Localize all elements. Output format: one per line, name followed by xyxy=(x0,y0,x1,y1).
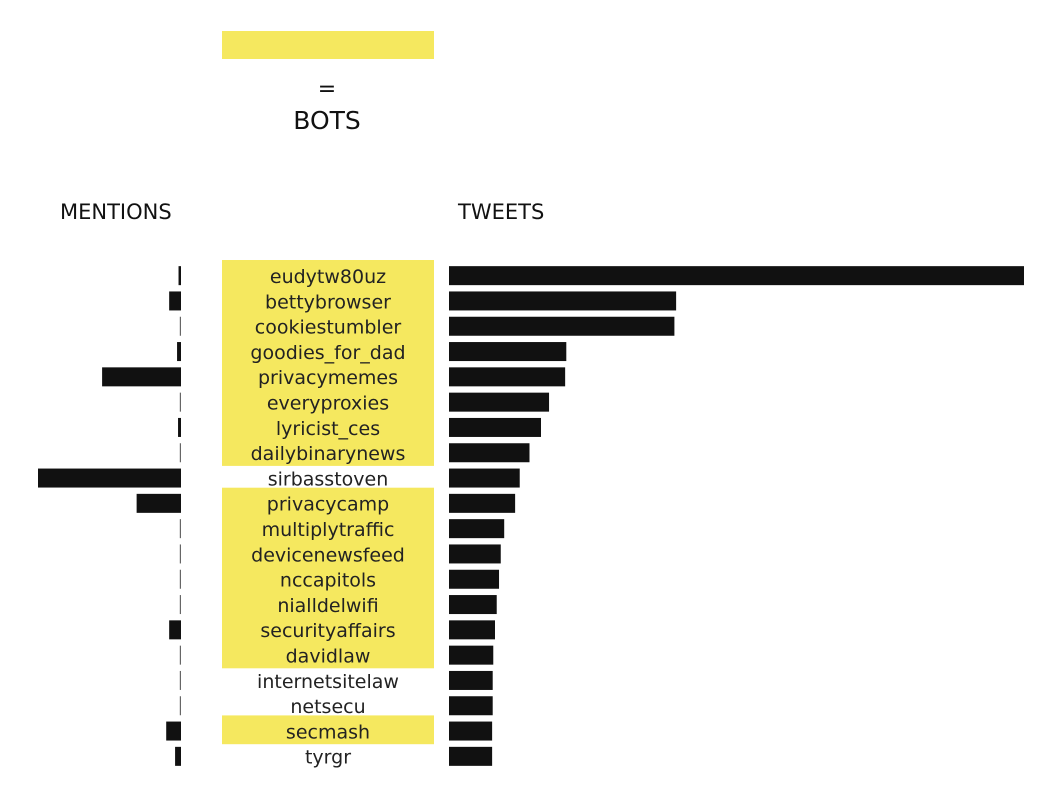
account-name-label: securityaffairs xyxy=(260,620,395,642)
account-name-label: privacycamp xyxy=(267,494,389,516)
mentions-bar xyxy=(169,620,181,640)
account-name-label: multiplytraffic xyxy=(262,519,395,541)
account-name-label: secmash xyxy=(286,721,370,743)
tweets-bar xyxy=(449,367,566,387)
tweets-bar xyxy=(449,595,497,615)
tweets-bar xyxy=(449,620,495,640)
mentions-bar xyxy=(179,544,181,564)
tweets-bar xyxy=(449,392,550,412)
tweets-bar xyxy=(449,342,567,362)
account-name-label: nialldelwifi xyxy=(277,595,378,617)
tweets-bar xyxy=(449,746,493,766)
account-name-label: eudytw80uz xyxy=(270,266,386,288)
mentions-bar xyxy=(179,670,181,690)
tweets-bar xyxy=(449,291,677,311)
tweets-bar xyxy=(449,443,530,463)
legend-bot-swatch xyxy=(222,31,434,59)
mentions-bar xyxy=(178,417,181,437)
mentions-bar xyxy=(169,291,181,311)
legend: = BOTS xyxy=(222,31,434,135)
bot-highlight-block xyxy=(222,260,434,466)
account-name-label: cookiestumbler xyxy=(255,317,402,339)
account-name-label: tyrgr xyxy=(305,747,351,769)
tweets-bar xyxy=(449,493,516,513)
account-name-label: everyproxies xyxy=(267,393,389,415)
mentions-bars xyxy=(38,266,181,766)
account-name-label: bettybrowser xyxy=(265,291,391,313)
tweets-bar xyxy=(449,696,493,716)
tweets-bar xyxy=(449,266,1024,286)
account-name-label: netsecu xyxy=(290,696,365,718)
mentions-bar xyxy=(102,367,181,387)
mentions-header: MENTIONS xyxy=(60,200,172,224)
mentions-bar xyxy=(179,645,181,665)
mentions-bar xyxy=(179,316,181,336)
account-name-label: dailybinarynews xyxy=(251,443,406,465)
legend-label: BOTS xyxy=(293,106,361,135)
bot-highlights xyxy=(222,260,434,745)
bot-highlight-block xyxy=(222,487,434,669)
account-name-label: davidlaw xyxy=(286,646,371,668)
tweets-bar xyxy=(449,468,520,488)
tweets-bar xyxy=(449,645,494,665)
account-name-label: internetsitelaw xyxy=(257,671,399,693)
mentions-bar xyxy=(179,595,181,615)
mentions-bar xyxy=(178,266,181,286)
tweets-bar xyxy=(449,721,493,741)
account-name-label: sirbasstoven xyxy=(268,468,389,490)
mentions-bar xyxy=(179,443,181,463)
account-name-label: privacymemes xyxy=(258,367,398,389)
account-name-label: lyricist_ces xyxy=(276,418,380,440)
mentions-bar xyxy=(166,721,181,741)
legend-equals: = xyxy=(318,77,336,102)
tweets-bar xyxy=(449,417,541,437)
tweets-bar xyxy=(449,569,500,589)
account-name-label: nccapitols xyxy=(280,570,376,592)
mentions-bar xyxy=(175,746,181,766)
tweets-bar xyxy=(449,519,505,539)
mentions-bar xyxy=(179,519,181,539)
account-name-label: goodies_for_dad xyxy=(250,342,405,364)
mentions-bar xyxy=(179,392,181,412)
tweets-bar xyxy=(449,316,675,336)
mentions-bar xyxy=(179,569,181,589)
account-name-label: devicenewsfeed xyxy=(251,544,405,566)
mentions-bar xyxy=(177,342,181,362)
tweets-bars xyxy=(449,266,1024,766)
tweets-header: TWEETS xyxy=(457,200,544,224)
tweets-bar xyxy=(449,670,493,690)
account-names: eudytw80uz bettybrowser cookiestumbler good… xyxy=(250,266,405,769)
bot-highlight-block xyxy=(222,715,434,745)
mentions-bar xyxy=(136,493,181,513)
mentions-bar xyxy=(179,696,181,716)
mentions-bar xyxy=(38,468,181,488)
tweets-bar xyxy=(449,544,501,564)
